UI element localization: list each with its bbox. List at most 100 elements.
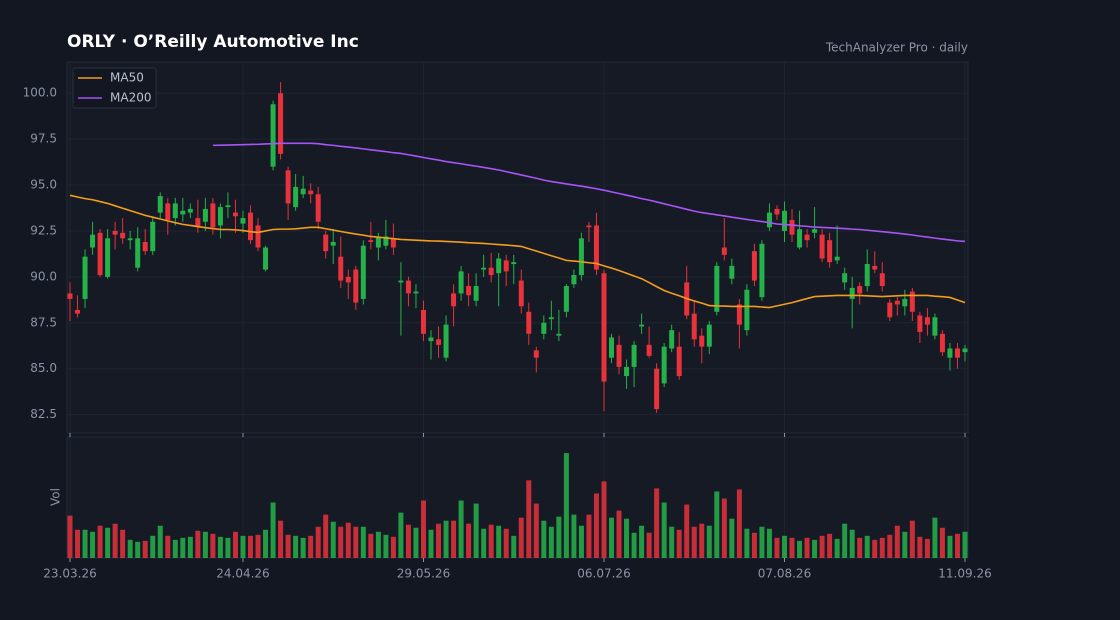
volume-bar: [293, 535, 299, 558]
candle-body: [879, 273, 885, 287]
candle-body: [646, 344, 652, 356]
volume-bar: [827, 533, 833, 558]
candle-body: [285, 170, 291, 204]
volume-bar: [631, 532, 637, 558]
x-tick-label: 23.03.26: [43, 567, 96, 581]
volume-bar: [97, 525, 103, 558]
candle-body: [812, 229, 818, 233]
volume-bar: [654, 488, 660, 558]
volume-bar: [887, 534, 893, 558]
candle-body: [548, 317, 554, 320]
volume-bar: [330, 521, 336, 558]
candle-body: [293, 186, 299, 208]
candle-body: [428, 337, 434, 342]
volume-bar: [157, 525, 163, 558]
candle-body: [781, 210, 787, 231]
candle-body: [225, 205, 231, 208]
volume-bar: [353, 526, 359, 558]
volume-bar: [646, 532, 652, 558]
candle-body: [729, 265, 735, 279]
chart-title: ORLY · O’Reilly Automotive Inc: [67, 32, 359, 52]
volume-bar: [879, 537, 885, 558]
volume-bar: [729, 518, 735, 558]
legend-label: MA200: [110, 91, 151, 105]
volume-bar: [797, 540, 803, 558]
candle-body: [804, 234, 810, 241]
volume-bar: [263, 529, 269, 558]
volume-bar: [774, 537, 780, 558]
candle-body: [496, 258, 502, 274]
volume-bar: [458, 500, 464, 558]
volume-bar: [714, 491, 720, 558]
candle-body: [172, 203, 178, 219]
volume-bar: [954, 533, 960, 558]
volume-bar: [706, 525, 712, 558]
candle-body: [473, 286, 479, 301]
candle-body: [420, 309, 426, 334]
volume-bar: [609, 517, 615, 558]
volume-bar: [503, 528, 509, 558]
candle-body: [578, 238, 584, 276]
moving-average-line: [69, 194, 966, 309]
volume-bar: [428, 529, 434, 558]
legend-label: MA50: [110, 71, 144, 85]
volume-bar: [864, 535, 870, 558]
candle-body: [616, 344, 622, 367]
candle-body: [593, 225, 599, 270]
volume-bar: [849, 529, 855, 558]
volume-bar: [345, 522, 351, 558]
volume-bar: [781, 535, 787, 558]
candle-body: [774, 208, 780, 215]
candle-body: [217, 207, 223, 226]
volume-bar: [744, 528, 750, 558]
volume-bar: [872, 539, 878, 558]
volume-bar: [917, 536, 923, 558]
candle-body: [849, 287, 855, 299]
volume-bar: [894, 525, 900, 558]
volume-bar: [578, 525, 584, 558]
y-tick-label: 92.5: [30, 223, 57, 237]
volume-bar: [375, 531, 381, 558]
volume-bar: [165, 535, 171, 558]
candle-body: [699, 335, 705, 347]
candle-body: [759, 243, 765, 298]
candle-body: [120, 232, 126, 239]
candle-body: [887, 302, 893, 318]
candle-body: [451, 293, 457, 307]
candle-body: [894, 300, 900, 305]
volume-bar: [902, 531, 908, 558]
candle-body: [488, 267, 494, 276]
candle-body: [270, 104, 276, 167]
candle-body: [744, 289, 750, 331]
candle-body: [917, 315, 923, 332]
candle-body: [255, 225, 261, 248]
candle-body: [105, 238, 111, 277]
volume-bar: [127, 539, 133, 558]
candle-body: [691, 313, 697, 340]
volume-bar: [496, 525, 502, 558]
candle-body: [563, 286, 569, 312]
candle-body: [195, 218, 201, 228]
volume-bar: [248, 535, 254, 558]
volume-bar: [420, 500, 426, 558]
candle-body: [248, 212, 254, 241]
volume-bar: [789, 537, 795, 558]
candle-body: [90, 234, 96, 248]
volume-bar: [368, 533, 374, 558]
volume-bar: [481, 528, 487, 558]
volume-bar: [135, 541, 141, 558]
candle-body: [939, 333, 945, 353]
candle-body: [676, 346, 682, 377]
volume-bar: [541, 520, 547, 558]
volume-bar: [390, 536, 396, 558]
candle-body: [827, 240, 833, 263]
volume-bar: [278, 520, 284, 558]
candle-body: [458, 271, 464, 294]
candle-body: [511, 262, 517, 265]
candle-body: [947, 348, 953, 358]
volume-bar: [180, 537, 186, 558]
y-tick-label: 95.0: [30, 178, 57, 192]
candle-body: [586, 225, 592, 228]
candle-body: [909, 291, 915, 312]
candle-body: [736, 304, 742, 325]
